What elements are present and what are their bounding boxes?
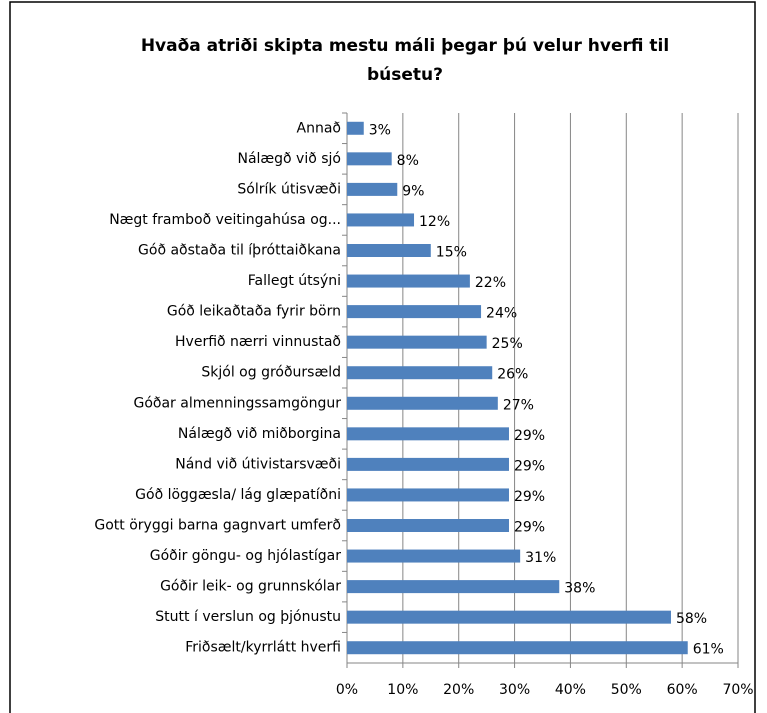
data-label: 58% — [676, 611, 707, 627]
bar — [347, 427, 509, 441]
bar — [347, 213, 415, 227]
bar — [347, 121, 364, 135]
data-label: 29% — [514, 458, 545, 474]
x-tick-label: 20% — [443, 682, 474, 698]
data-label: 22% — [475, 275, 506, 291]
y-tick-label: Gott öryggi barna gagnvart umferð — [94, 518, 341, 534]
bar — [347, 305, 482, 319]
y-tick-label: Nægt framboð veitingahúsa og... — [109, 212, 341, 228]
y-tick-label: Góðar almenningssamgöngur — [133, 395, 341, 411]
bar — [347, 580, 560, 594]
data-label: 24% — [486, 306, 517, 322]
bar — [347, 457, 509, 471]
y-tick-label: Nálægð við miðborgina — [178, 426, 341, 442]
x-tick-label: 40% — [555, 682, 586, 698]
data-label: 31% — [525, 550, 556, 566]
chart-border — [9, 1, 756, 713]
data-label: 29% — [514, 520, 545, 536]
y-tick-label: Hverfið nærri vinnustað — [175, 334, 341, 350]
y-tick-label: Stutt í verslun og þjónustu — [155, 609, 341, 625]
y-tick-label: Góðir leik- og grunnskólar — [160, 579, 341, 595]
x-tick-label: 70% — [722, 682, 753, 698]
y-tick-label: Góð leikaðtaða fyrir börn — [167, 304, 341, 320]
data-label: 38% — [564, 581, 595, 597]
data-label: 3% — [369, 122, 391, 138]
bar — [347, 641, 688, 655]
bar — [347, 152, 392, 166]
y-tick-label: Sólrík útisvæði — [237, 181, 341, 197]
bar — [347, 182, 398, 196]
data-label: 61% — [693, 642, 724, 658]
data-label: 25% — [492, 336, 523, 352]
y-tick-label: Skjól og gróðursæld — [201, 365, 341, 381]
data-label: 27% — [503, 397, 534, 413]
y-tick-label: Nálægð við sjó — [237, 151, 341, 167]
x-tick-label: 0% — [336, 682, 358, 698]
data-label: 9% — [402, 183, 424, 199]
bar — [347, 549, 521, 563]
y-tick-label: Nánd við útivistarsvæði — [175, 456, 341, 472]
data-label: 26% — [497, 367, 528, 383]
data-label: 12% — [419, 214, 450, 230]
bar — [347, 244, 431, 257]
y-tick-label: Góð aðstaða til íþróttaiðkana — [138, 243, 341, 259]
x-tick-label: 60% — [667, 682, 698, 698]
y-tick-label: Friðsælt/kyrrlátt hverfi — [185, 640, 341, 656]
bar — [347, 366, 493, 380]
y-tick-label: Góðir göngu- og hjólastígar — [150, 548, 342, 564]
y-tick-label: Góð löggæsla/ lág glæpatíðni — [135, 487, 341, 503]
bar — [347, 396, 498, 410]
bar — [347, 335, 487, 349]
data-label: 29% — [514, 428, 545, 444]
y-tick-label: Fallegt útsýni — [248, 273, 341, 289]
bar — [347, 610, 671, 624]
bar — [347, 274, 470, 288]
x-tick-label: 10% — [387, 682, 418, 698]
bar — [347, 519, 509, 532]
x-tick-label: 50% — [611, 682, 642, 698]
x-tick-label: 30% — [499, 682, 530, 698]
data-label: 29% — [514, 489, 545, 505]
chart-title: Hvaða atriði skipta mestu máli þegar þú … — [141, 36, 669, 85]
bar — [347, 488, 509, 502]
y-tick-label: Annað — [297, 120, 341, 136]
data-label: 8% — [397, 153, 419, 169]
data-label: 15% — [436, 245, 467, 261]
